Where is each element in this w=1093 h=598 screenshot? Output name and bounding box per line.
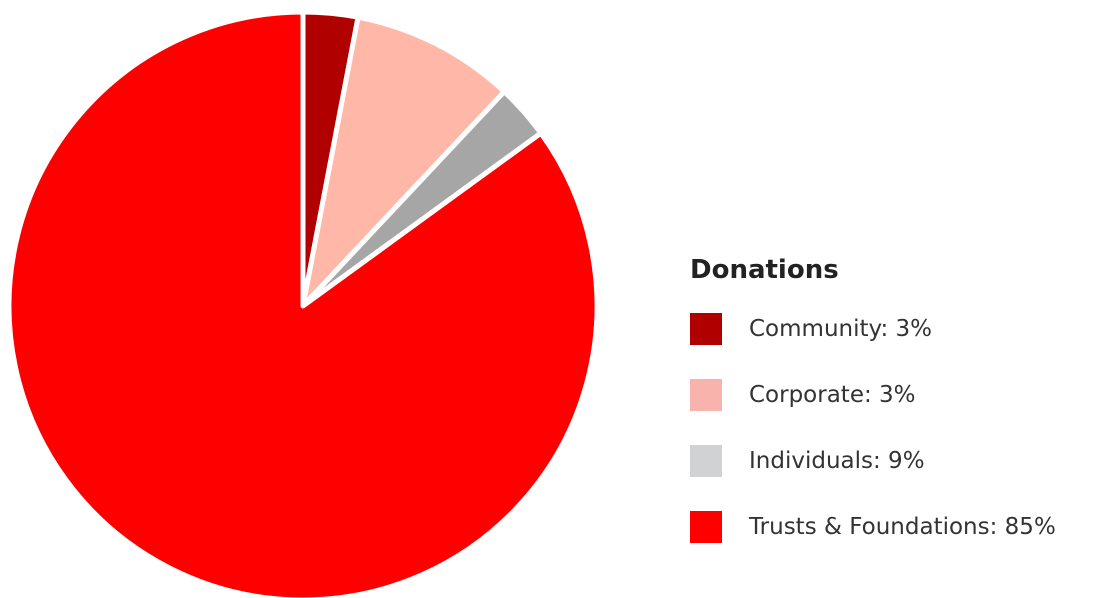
pie-chart	[6, 9, 600, 598]
legend-item-individuals: Individuals: 9%	[690, 444, 1090, 478]
legend-label-community: Community: 3%	[749, 316, 932, 342]
legend-swatch-trusts-foundations	[690, 511, 722, 543]
legend-label-individuals: Individuals: 9%	[749, 448, 925, 474]
legend-title: Donations	[690, 255, 839, 285]
legend-swatch-individuals	[690, 445, 722, 477]
legend-label-trusts-foundations: Trusts & Foundations: 85%	[749, 514, 1056, 540]
legend-swatch-community	[690, 313, 722, 345]
legend-item-trusts-foundations: Trusts & Foundations: 85%	[690, 510, 1090, 544]
pie-slice-trusts-foundations	[6, 9, 600, 598]
legend-item-community: Community: 3%	[690, 312, 1090, 346]
legend-item-corporate: Corporate: 3%	[690, 378, 1090, 412]
legend: Donations Community: 3% Corporate: 3% In…	[690, 252, 1090, 576]
legend-swatch-corporate	[690, 379, 722, 411]
legend-label-corporate: Corporate: 3%	[749, 382, 916, 408]
pie-slice-corporate	[300, 14, 507, 309]
